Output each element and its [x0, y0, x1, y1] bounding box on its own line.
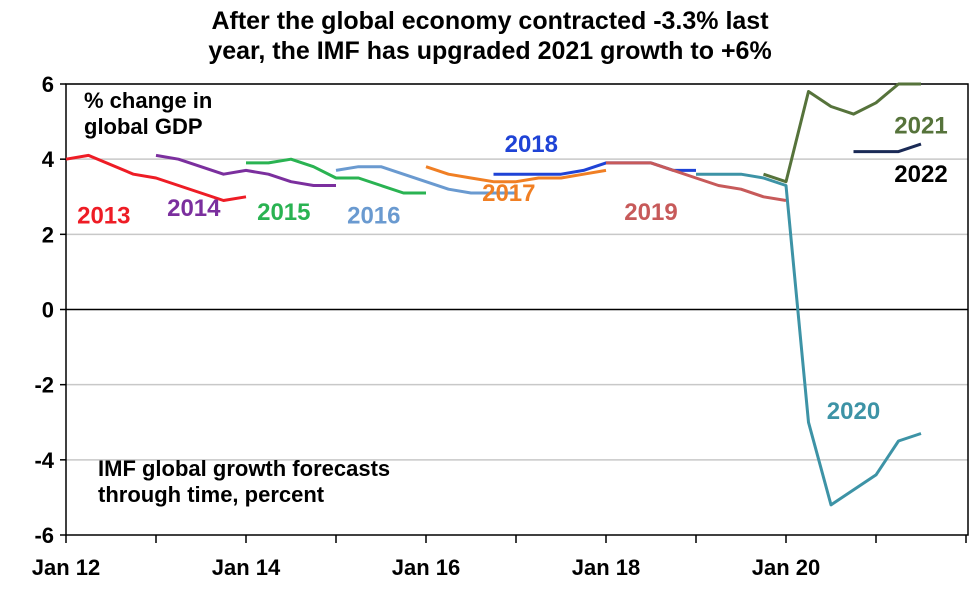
series-label-2017: 2017: [482, 180, 535, 207]
series-label-2022: 2022: [894, 161, 947, 188]
series-label-2018: 2018: [505, 131, 558, 158]
chart-title-line-1: After the global economy contracted -3.3…: [211, 7, 769, 35]
series-line-2016: [335, 165, 516, 195]
series-label-2014: 2014: [167, 195, 221, 222]
chart-title: After the global economy contracted -3.3…: [0, 6, 980, 66]
y-tick-label: -6: [34, 523, 54, 548]
annotation-bottom-line: through time, percent: [98, 482, 325, 507]
series-line-2017: [425, 165, 607, 184]
y-tick-label: -2: [34, 373, 54, 398]
series-line-2013: [65, 153, 247, 202]
annotation-bottom-line: IMF global growth forecasts: [98, 456, 390, 481]
x-tick-label: Jan 18: [572, 555, 641, 580]
y-tick-label: 0: [42, 298, 54, 323]
y-tick-label: 4: [42, 147, 55, 172]
series-label-2013: 2013: [77, 203, 130, 230]
x-tick-label: Jan 16: [392, 555, 461, 580]
x-tick-label: Jan 12: [32, 555, 101, 580]
series-line-2020: [696, 172, 922, 507]
series-label-2015: 2015: [257, 199, 310, 226]
annotation-top-line: global GDP: [84, 114, 203, 139]
series-label-2016: 2016: [347, 203, 400, 230]
series-label-2019: 2019: [624, 199, 677, 226]
y-tick-label: 6: [42, 72, 54, 97]
series-line-2021: [763, 82, 921, 184]
series-label-2021: 2021: [894, 112, 947, 139]
series-label-2020: 2020: [827, 398, 880, 425]
x-tick-label: Jan 20: [752, 555, 821, 580]
chart-title-line-2: year, the IMF has upgraded 2021 growth t…: [208, 37, 772, 65]
series-line-2019: [606, 161, 787, 202]
series-line-2014: [155, 153, 336, 187]
series-line-2022: [853, 142, 922, 154]
series-line-2015: [246, 157, 426, 195]
y-tick-label: 2: [42, 222, 54, 247]
x-tick-label: Jan 14: [212, 555, 281, 580]
y-tick-label: -4: [34, 448, 54, 473]
annotation-top-line: % change in: [84, 88, 212, 113]
